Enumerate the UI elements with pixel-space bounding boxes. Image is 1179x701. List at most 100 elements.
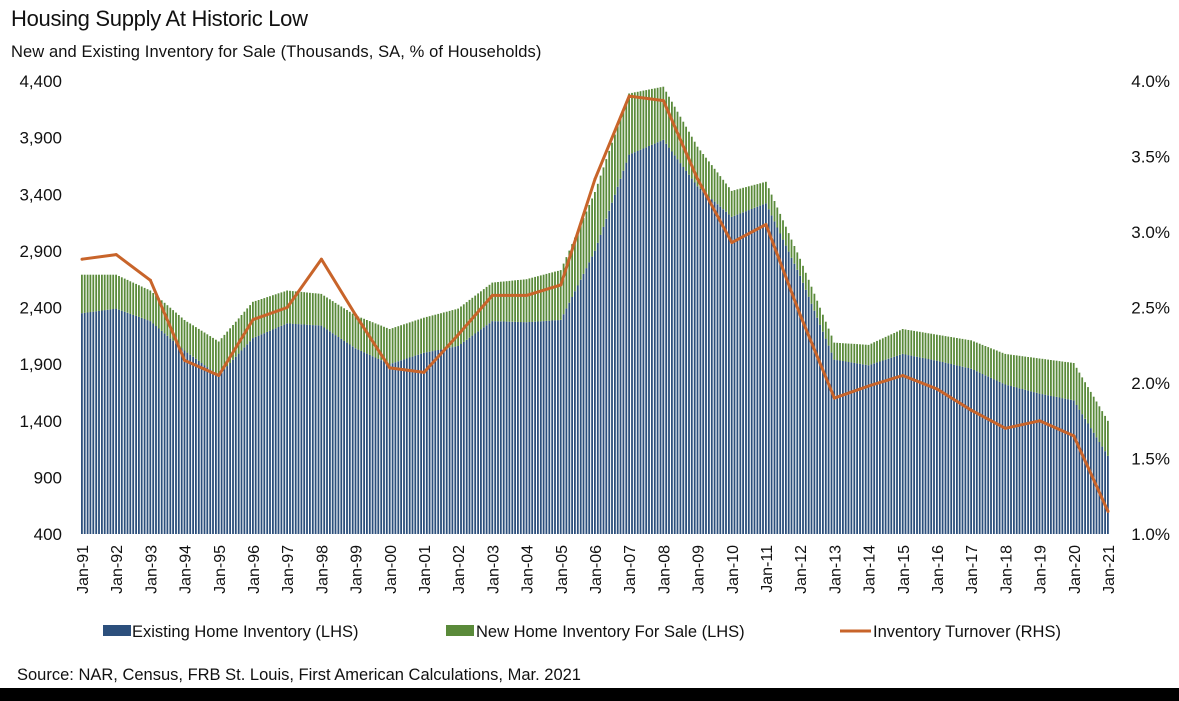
bar-existing <box>1021 389 1024 534</box>
bar-new <box>329 299 331 332</box>
bar-new <box>462 304 465 342</box>
bar-new <box>750 185 753 209</box>
bar-existing <box>508 321 511 534</box>
bar-existing <box>571 296 573 534</box>
bar-existing <box>708 196 710 534</box>
bar-existing <box>200 363 203 534</box>
bar-new <box>956 338 958 366</box>
bar-new <box>816 300 819 318</box>
bar-existing <box>480 329 482 534</box>
bar-new <box>776 207 779 228</box>
bar-new <box>562 263 565 315</box>
bar-existing <box>967 368 970 534</box>
x-tick-label: Jan-96 <box>246 545 263 594</box>
bar-existing <box>169 338 172 534</box>
bar-new <box>183 320 186 351</box>
bar-existing <box>237 353 240 534</box>
bar-new <box>209 336 212 370</box>
bar-new <box>927 333 930 360</box>
bar-existing <box>266 331 269 534</box>
bar-new <box>790 239 793 258</box>
bar-new <box>1055 360 1058 397</box>
bar-existing <box>269 330 271 534</box>
bar-new <box>86 274 89 313</box>
bar-existing <box>1101 446 1104 534</box>
bar-new <box>118 276 120 310</box>
bar-new <box>502 281 505 322</box>
bar-new <box>223 334 226 370</box>
bar-existing <box>636 150 639 534</box>
bar-existing <box>739 213 742 534</box>
bar-new <box>192 325 194 357</box>
bar-new <box>827 328 830 346</box>
bar-series-group <box>81 86 1109 535</box>
bar-new <box>599 175 602 235</box>
bar-new <box>893 333 896 357</box>
bar-new <box>916 331 918 357</box>
right-tick-label: 3.5% <box>1131 148 1170 167</box>
bar-new <box>545 273 548 321</box>
bar-new <box>357 316 360 350</box>
bar-new <box>867 344 870 366</box>
bar-new <box>896 331 898 356</box>
bar-new <box>759 183 762 206</box>
bar-new <box>300 291 303 325</box>
bar-existing <box>1064 398 1067 534</box>
bar-new <box>765 181 767 204</box>
bar-existing <box>497 321 499 534</box>
bar-new <box>1047 359 1049 396</box>
bar-existing <box>958 366 961 534</box>
bar-new <box>98 274 100 311</box>
bar-new <box>363 318 365 353</box>
bar-new <box>351 313 354 347</box>
bar-existing <box>619 178 622 534</box>
bar-new <box>804 272 807 290</box>
bar-new <box>901 329 904 354</box>
bar-new <box>1067 362 1069 400</box>
bar-existing <box>263 333 266 534</box>
bar-existing <box>956 365 958 534</box>
bar-existing <box>844 361 847 534</box>
bar-new <box>742 187 744 213</box>
bar-existing <box>346 342 348 534</box>
bar-new <box>904 329 907 355</box>
bar-new <box>716 172 719 205</box>
bar-new <box>454 309 457 347</box>
bar-existing <box>215 373 217 534</box>
bar-new <box>648 89 650 146</box>
bar-existing <box>924 358 927 534</box>
bar-new <box>1032 357 1035 393</box>
bar-new <box>842 343 844 361</box>
bar-existing <box>394 362 397 534</box>
bar-new <box>796 252 799 270</box>
bar-new <box>910 330 913 356</box>
bar-existing <box>277 327 280 534</box>
bar-existing <box>511 321 514 534</box>
bar-new <box>135 283 137 316</box>
bar-new <box>782 220 784 240</box>
bar-existing <box>1004 384 1007 534</box>
right-tick-label: 4.0% <box>1131 72 1170 91</box>
bar-new <box>602 167 605 227</box>
bar-existing <box>853 362 856 534</box>
bar-new <box>377 324 380 359</box>
bar-existing <box>334 335 337 534</box>
bar-new <box>987 347 990 377</box>
turnover-point <box>354 313 358 317</box>
bar-new <box>585 211 588 269</box>
bar-new <box>702 154 705 192</box>
bar-existing <box>605 218 608 535</box>
bar-existing <box>950 364 953 534</box>
bar-existing <box>896 355 898 534</box>
bar-new <box>605 159 608 219</box>
bar-existing <box>879 361 881 534</box>
bar-new <box>881 338 884 361</box>
bar-new <box>876 340 878 363</box>
bar-existing <box>505 321 508 534</box>
bar-existing <box>628 154 630 534</box>
bar-new <box>354 315 357 349</box>
bar-new <box>1041 358 1044 395</box>
bar-new <box>380 325 383 361</box>
bar-existing <box>103 310 106 534</box>
bar-new <box>140 286 143 318</box>
